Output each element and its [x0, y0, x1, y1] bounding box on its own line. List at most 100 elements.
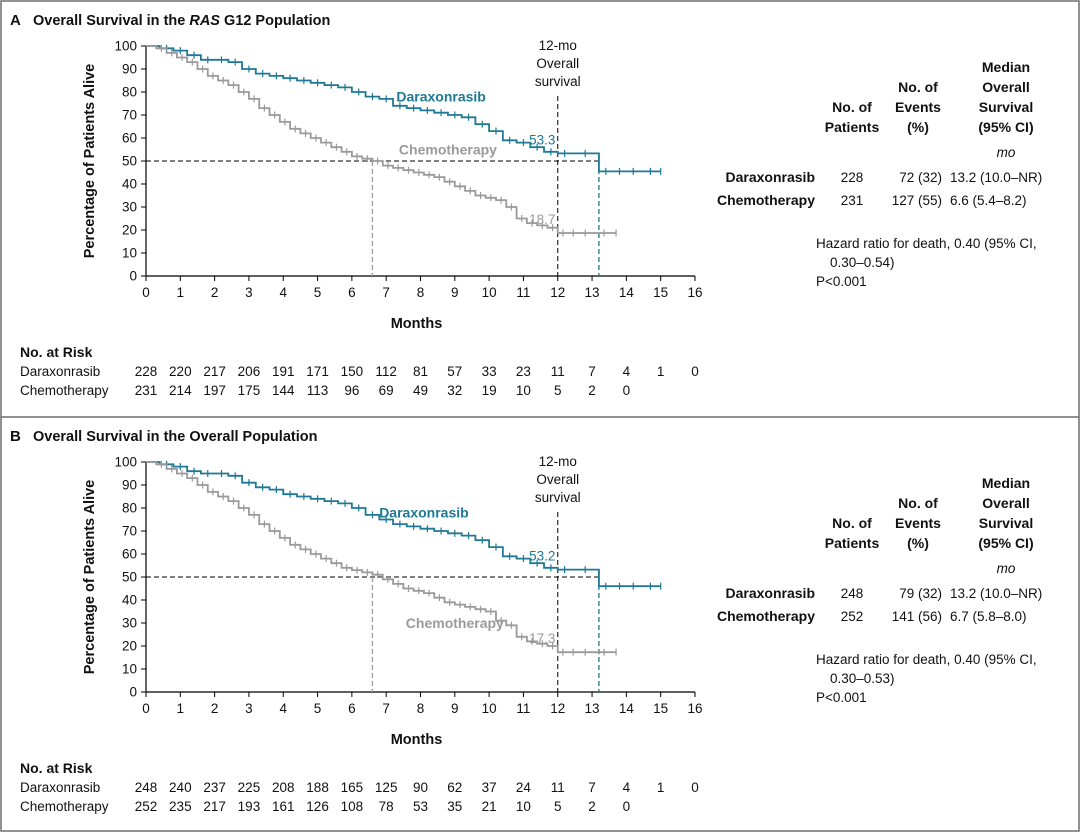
risk-value: 193	[238, 799, 261, 814]
x-tick-label: 5	[314, 285, 322, 300]
x-tick-label: 3	[245, 285, 253, 300]
table-row-name: Chemotherapy	[717, 192, 815, 208]
p-value: P<0.001	[816, 274, 867, 289]
risk-value: 90	[413, 780, 428, 795]
table-header: (%)	[907, 119, 929, 135]
hazard-ratio: Hazard ratio for death, 0.40 (95% CI,	[816, 652, 1037, 667]
panel-letter: A	[10, 12, 21, 29]
risk-value: 125	[375, 780, 398, 795]
table-header: Events	[895, 515, 941, 531]
p-value: P<0.001	[816, 690, 867, 705]
risk-value: 2	[588, 383, 596, 398]
risk-value: 235	[169, 799, 192, 814]
hazard-ratio-ci: 0.30–0.53)	[830, 671, 895, 686]
twelve-month-rate-label: 53.2	[529, 549, 555, 564]
table-units: mo	[997, 145, 1016, 160]
title-part: G12 Population	[220, 13, 330, 29]
x-tick-label: 0	[142, 701, 150, 716]
table-header: (%)	[907, 535, 929, 551]
risk-value: 10	[516, 799, 531, 814]
table-patients: 231	[841, 193, 864, 208]
x-tick-label: 13	[585, 701, 600, 716]
x-tick-label: 13	[585, 285, 600, 300]
y-tick-label: 70	[122, 524, 137, 539]
risk-value: 208	[272, 780, 295, 795]
x-tick-label: 9	[451, 285, 459, 300]
risk-value: 62	[447, 780, 462, 795]
risk-value: 57	[447, 364, 462, 379]
risk-value: 248	[135, 780, 158, 795]
y-tick-label: 100	[114, 455, 137, 470]
km-curve-daraxonrasib	[146, 45, 661, 173]
risk-value: 144	[272, 383, 295, 398]
risk-value: 197	[203, 383, 226, 398]
y-tick-label: 50	[122, 570, 137, 585]
risk-value: 78	[379, 799, 394, 814]
x-tick-label: 4	[279, 701, 287, 716]
risk-value: 24	[516, 780, 532, 795]
km-curve-chemotherapy	[146, 461, 617, 654]
panel-b: B Overall Survival in the Overall Populat…	[10, 428, 1042, 814]
risk-value: 112	[375, 364, 397, 379]
risk-value: 240	[169, 780, 192, 795]
y-tick-label: 60	[122, 131, 137, 146]
risk-value: 1	[657, 364, 665, 379]
table-header: Survival	[979, 99, 1033, 115]
risk-value: 0	[623, 383, 631, 398]
table-header: Median	[982, 59, 1030, 75]
table-median: 13.2 (10.0–NR)	[950, 170, 1042, 185]
risk-value: 225	[238, 780, 261, 795]
x-tick-label: 11	[516, 285, 530, 300]
table-header: Patients	[825, 535, 880, 551]
risk-value: 161	[272, 799, 295, 814]
risk-row-name: Daraxonrasib	[20, 780, 100, 795]
risk-value: 214	[169, 383, 192, 398]
title-part: RAS	[189, 13, 220, 29]
x-tick-label: 3	[245, 701, 253, 716]
twelve-month-rate-label: 18.7	[529, 212, 555, 227]
risk-value: 126	[306, 799, 329, 814]
risk-value: 220	[169, 364, 192, 379]
risk-value: 32	[447, 383, 462, 398]
x-tick-label: 0	[142, 285, 150, 300]
y-tick-label: 30	[122, 616, 137, 631]
x-tick-label: 4	[279, 285, 287, 300]
risk-value: 0	[691, 364, 699, 379]
twelve-month-rate-label: 17.3	[529, 631, 555, 646]
y-tick-label: 20	[122, 639, 137, 654]
table-header: Events	[895, 99, 941, 115]
panel-title: Overall Survival in the RAS G12 Populati…	[33, 13, 330, 29]
risk-value: 96	[344, 383, 359, 398]
risk-value: 69	[379, 383, 394, 398]
risk-value: 11	[551, 780, 565, 795]
risk-value: 21	[482, 799, 497, 814]
table-median: 6.7 (5.8–8.0)	[950, 609, 1027, 624]
risk-value: 19	[482, 383, 497, 398]
table-header: (95% CI)	[978, 119, 1033, 135]
y-axis-label: Percentage of Patients Alive	[82, 480, 98, 674]
x-tick-label: 12	[550, 701, 565, 716]
risk-title: No. at Risk	[20, 344, 93, 360]
y-tick-label: 0	[129, 269, 137, 284]
risk-value: 175	[238, 383, 261, 398]
table-row-name: Daraxonrasib	[726, 585, 815, 601]
table-events: 79 (32)	[899, 586, 942, 601]
risk-value: 49	[413, 383, 428, 398]
x-tick-label: 7	[382, 701, 390, 716]
table-header: No. of	[832, 99, 872, 115]
risk-row-name: Chemotherapy	[20, 383, 109, 398]
risk-value: 231	[135, 383, 158, 398]
risk-value: 5	[554, 799, 562, 814]
risk-value: 1	[657, 780, 665, 795]
panel-a: A Overall Survival in the RAS G12 Populat…	[10, 12, 1042, 398]
risk-row-name: Daraxonrasib	[20, 364, 100, 379]
risk-value: 0	[691, 780, 699, 795]
x-tick-label: 6	[348, 285, 356, 300]
annotation-12mo: 12-mo	[539, 454, 577, 469]
x-tick-label: 6	[348, 701, 356, 716]
y-tick-label: 60	[122, 547, 137, 562]
risk-value: 7	[588, 780, 596, 795]
y-tick-label: 40	[122, 593, 137, 608]
